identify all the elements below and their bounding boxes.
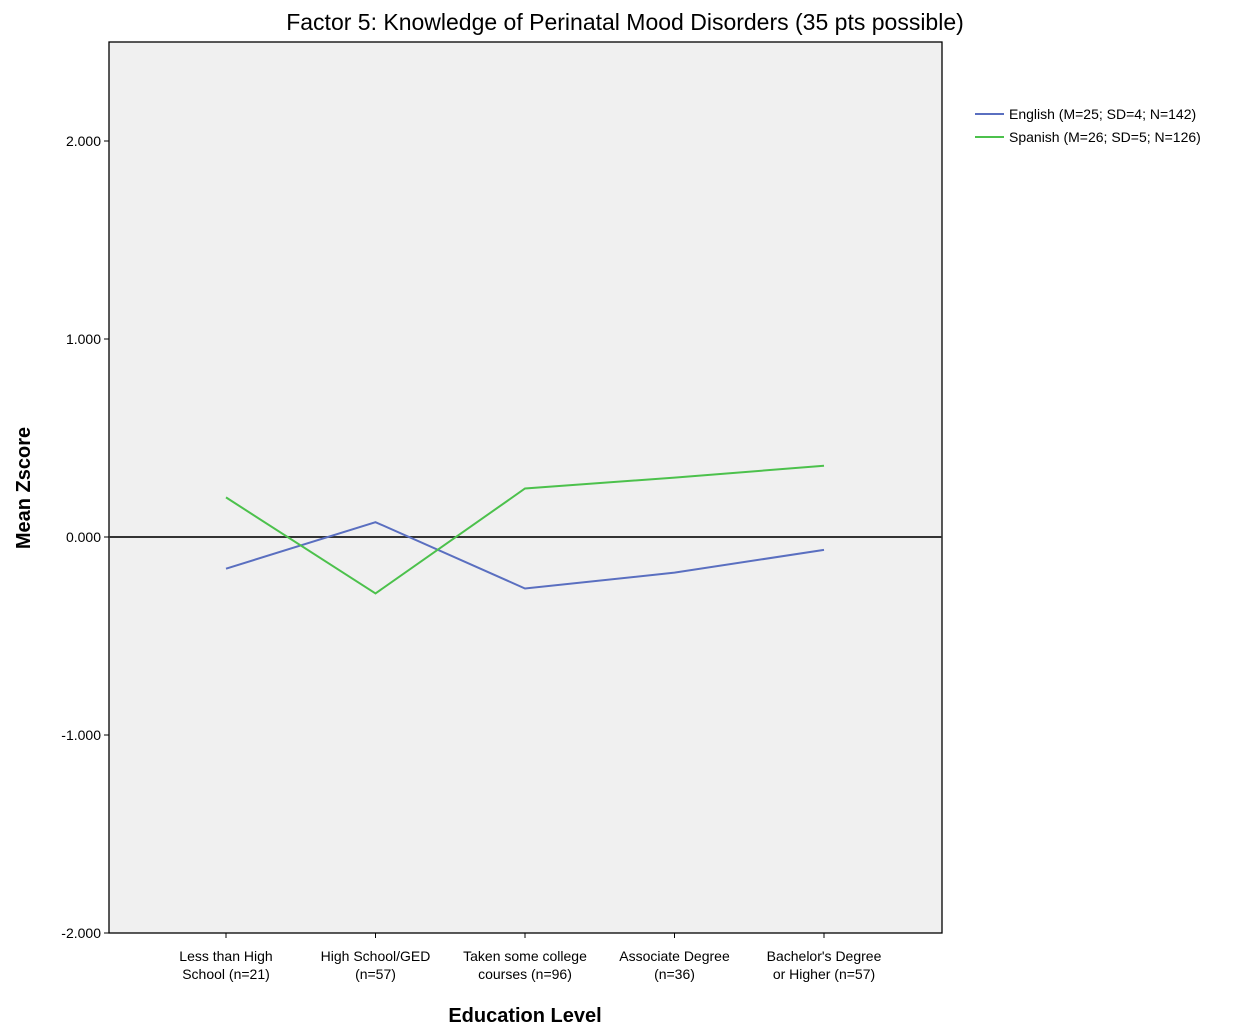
x-category-label: Taken some college bbox=[463, 948, 587, 964]
y-axis: 2.000 1.000 0.000 -1.000 -2.000 bbox=[61, 133, 109, 941]
legend: English (M=25; SD=4; N=142) Spanish (M=26… bbox=[975, 106, 1201, 145]
y-tick-label: 1.000 bbox=[66, 331, 101, 347]
x-category-label: High School/GED bbox=[321, 948, 431, 964]
series-group bbox=[225, 464, 825, 595]
series-line-spanish bbox=[225, 464, 825, 595]
x-category-label: Bachelor's Degree bbox=[767, 948, 882, 964]
y-tick-label: 0.000 bbox=[66, 529, 101, 545]
x-category-label: Less than High bbox=[179, 948, 272, 964]
legend-label: English (M=25; SD=4; N=142) bbox=[1009, 106, 1196, 122]
x-category-label: (n=36) bbox=[654, 966, 695, 982]
x-category-label: courses (n=96) bbox=[478, 966, 572, 982]
x-category-label: or Higher (n=57) bbox=[773, 966, 875, 982]
legend-label: Spanish (M=26; SD=5; N=126) bbox=[1009, 129, 1201, 145]
y-tick-label: -1.000 bbox=[61, 727, 101, 743]
y-tick-label: -2.000 bbox=[61, 925, 101, 941]
x-category-label: (n=57) bbox=[355, 966, 396, 982]
chart-title: Factor 5: Knowledge of Perinatal Mood Di… bbox=[286, 9, 964, 35]
x-axis-title: Education Level bbox=[448, 1005, 601, 1027]
x-category-label: School (n=21) bbox=[182, 966, 270, 982]
y-axis-title: Mean Zscore bbox=[13, 427, 35, 549]
x-category-label: Associate Degree bbox=[619, 948, 730, 964]
series-line-english bbox=[225, 521, 825, 590]
x-axis: Less than High School (n=21) High School/G… bbox=[179, 933, 882, 982]
y-tick-label: 2.000 bbox=[66, 133, 101, 149]
